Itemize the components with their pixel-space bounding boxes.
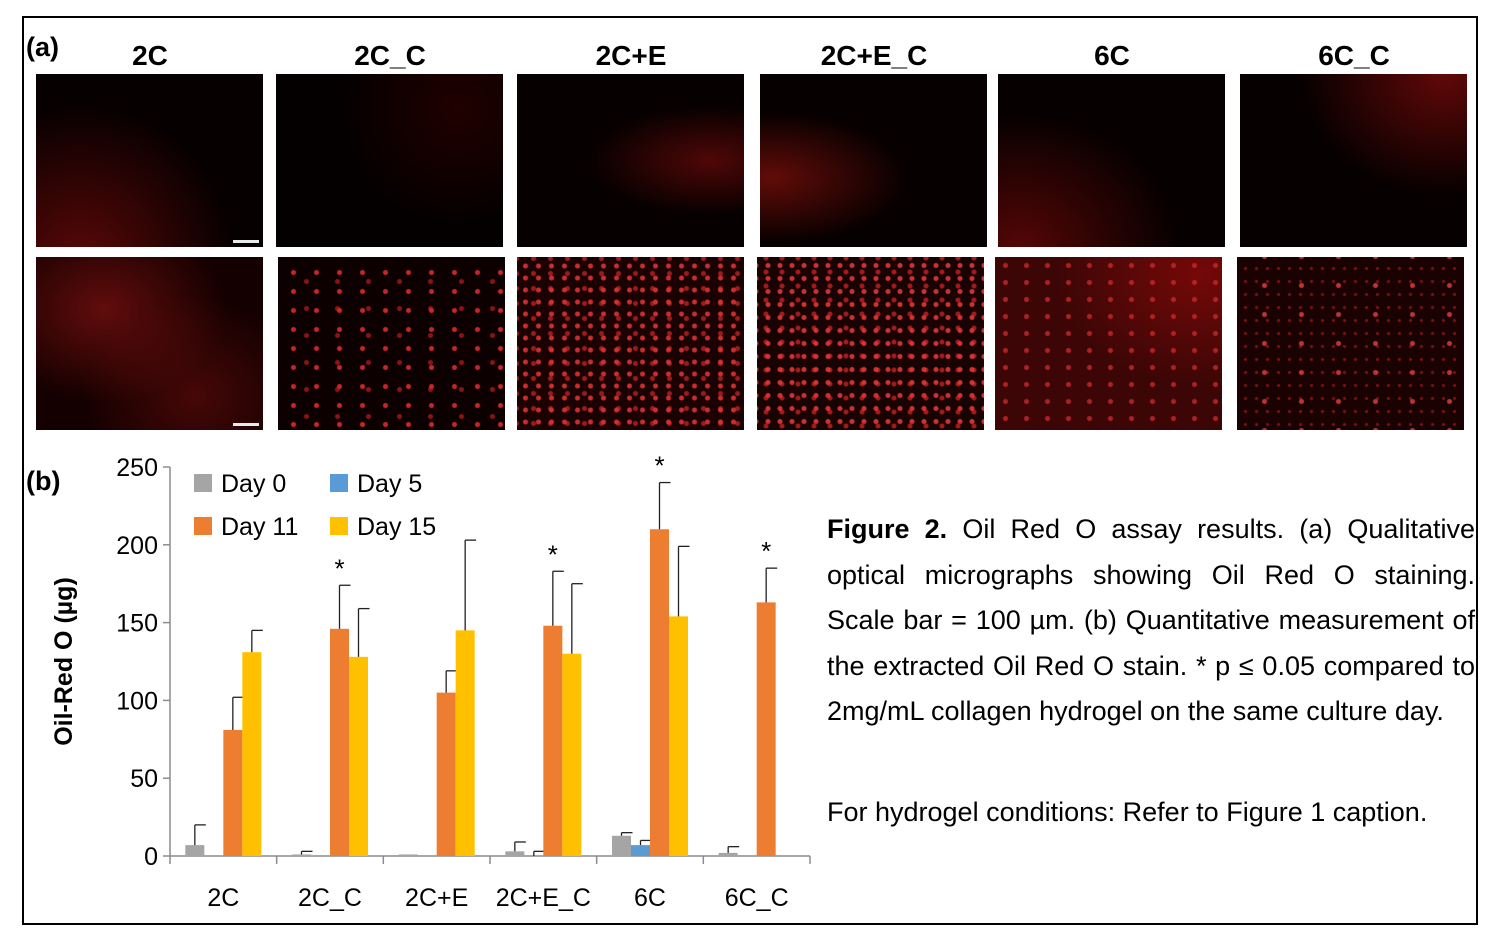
bar-day-0 xyxy=(398,854,418,856)
bar-day-15 xyxy=(349,656,368,856)
micrograph-column-title: 6C_C xyxy=(1318,40,1390,71)
bar-day-0 xyxy=(185,845,205,856)
micrograph-bottom-2C+E_C xyxy=(757,257,984,430)
y-tick-label: 250 xyxy=(116,454,158,482)
x-tick-label: 2C+E xyxy=(405,884,468,912)
bar-day-0 xyxy=(505,851,525,856)
micrograph-column-title: 2C xyxy=(132,40,168,71)
micrograph-top-2C xyxy=(36,74,263,247)
caption-text: Oil Red O assay results. (a) Qualitative… xyxy=(827,514,1475,726)
bar-day-15 xyxy=(562,653,582,856)
micrograph-top-2C+E_C xyxy=(760,74,987,247)
micrograph-bottom-6C xyxy=(995,257,1222,430)
legend-label: Day 11 xyxy=(221,513,298,541)
bar-day-15 xyxy=(669,616,688,856)
bar-day-11 xyxy=(223,729,243,856)
micrograph-column-title: 2C+E_C xyxy=(820,40,928,71)
bar-day-11 xyxy=(330,628,349,856)
bar-day-0 xyxy=(292,854,311,856)
micrograph-bottom-2C_C xyxy=(278,257,505,430)
y-tick-label: 0 xyxy=(144,843,158,871)
y-axis-label: Oil-Red O (µg) xyxy=(50,577,78,746)
bar-day-15 xyxy=(242,652,262,856)
y-tick-label: 200 xyxy=(116,532,158,560)
y-tick-label: 100 xyxy=(116,687,158,715)
scale-bar xyxy=(233,240,259,243)
legend-label: Day 5 xyxy=(357,470,422,498)
micrograph-column-title: 2C+E xyxy=(595,40,667,71)
x-tick-label: 6C_C xyxy=(725,884,789,912)
significance-mark: * xyxy=(548,539,558,569)
micrograph-column-title: 6C xyxy=(1094,40,1130,71)
figure-caption: Figure 2. Oil Red O assay results. (a) Q… xyxy=(827,507,1475,735)
bar-day-5 xyxy=(631,845,650,856)
micrograph-bottom-2C xyxy=(36,257,263,430)
micrograph-column-title: 2C_C xyxy=(354,40,426,71)
bar-day-11 xyxy=(650,529,669,856)
figure-label: Figure 2. xyxy=(827,514,948,544)
y-tick-label: 50 xyxy=(130,765,158,793)
x-tick-label: 2C_C xyxy=(298,884,362,912)
legend-swatch xyxy=(330,517,348,535)
micrograph-top-2C+E xyxy=(517,74,744,247)
bar-day-0 xyxy=(718,852,738,856)
legend-swatch xyxy=(330,474,348,492)
bar-day-11 xyxy=(543,625,563,856)
x-tick-label: 6C xyxy=(634,884,666,912)
panel-label-b: (b) xyxy=(26,466,61,496)
legend-swatch xyxy=(194,474,212,492)
significance-mark: * xyxy=(334,553,344,583)
caption-note: For hydrogel conditions: Refer to Figure… xyxy=(827,797,1428,827)
x-tick-label: 2C+E_C xyxy=(496,884,591,912)
legend-label: Day 15 xyxy=(357,513,436,541)
micrograph-bottom-2C+E xyxy=(517,257,744,430)
bar-day-11 xyxy=(756,602,776,856)
scale-bar xyxy=(233,423,259,426)
y-tick-label: 150 xyxy=(116,610,158,638)
bar-day-11 xyxy=(436,692,456,856)
significance-mark: * xyxy=(654,451,664,481)
bar-day-0 xyxy=(612,835,631,856)
legend-label: Day 0 xyxy=(221,470,286,498)
micrograph-top-2C_C xyxy=(276,74,503,247)
legend-swatch xyxy=(194,517,212,535)
micrograph-top-6C xyxy=(998,74,1225,247)
bar-day-15 xyxy=(455,630,475,856)
micrograph-top-6C_C xyxy=(1240,74,1467,247)
micrograph-bottom-6C_C xyxy=(1237,257,1464,430)
panel-label-a: (a) xyxy=(26,32,59,62)
figure-frame xyxy=(22,16,1478,925)
x-tick-label: 2C xyxy=(207,884,239,912)
significance-mark: * xyxy=(761,536,771,566)
